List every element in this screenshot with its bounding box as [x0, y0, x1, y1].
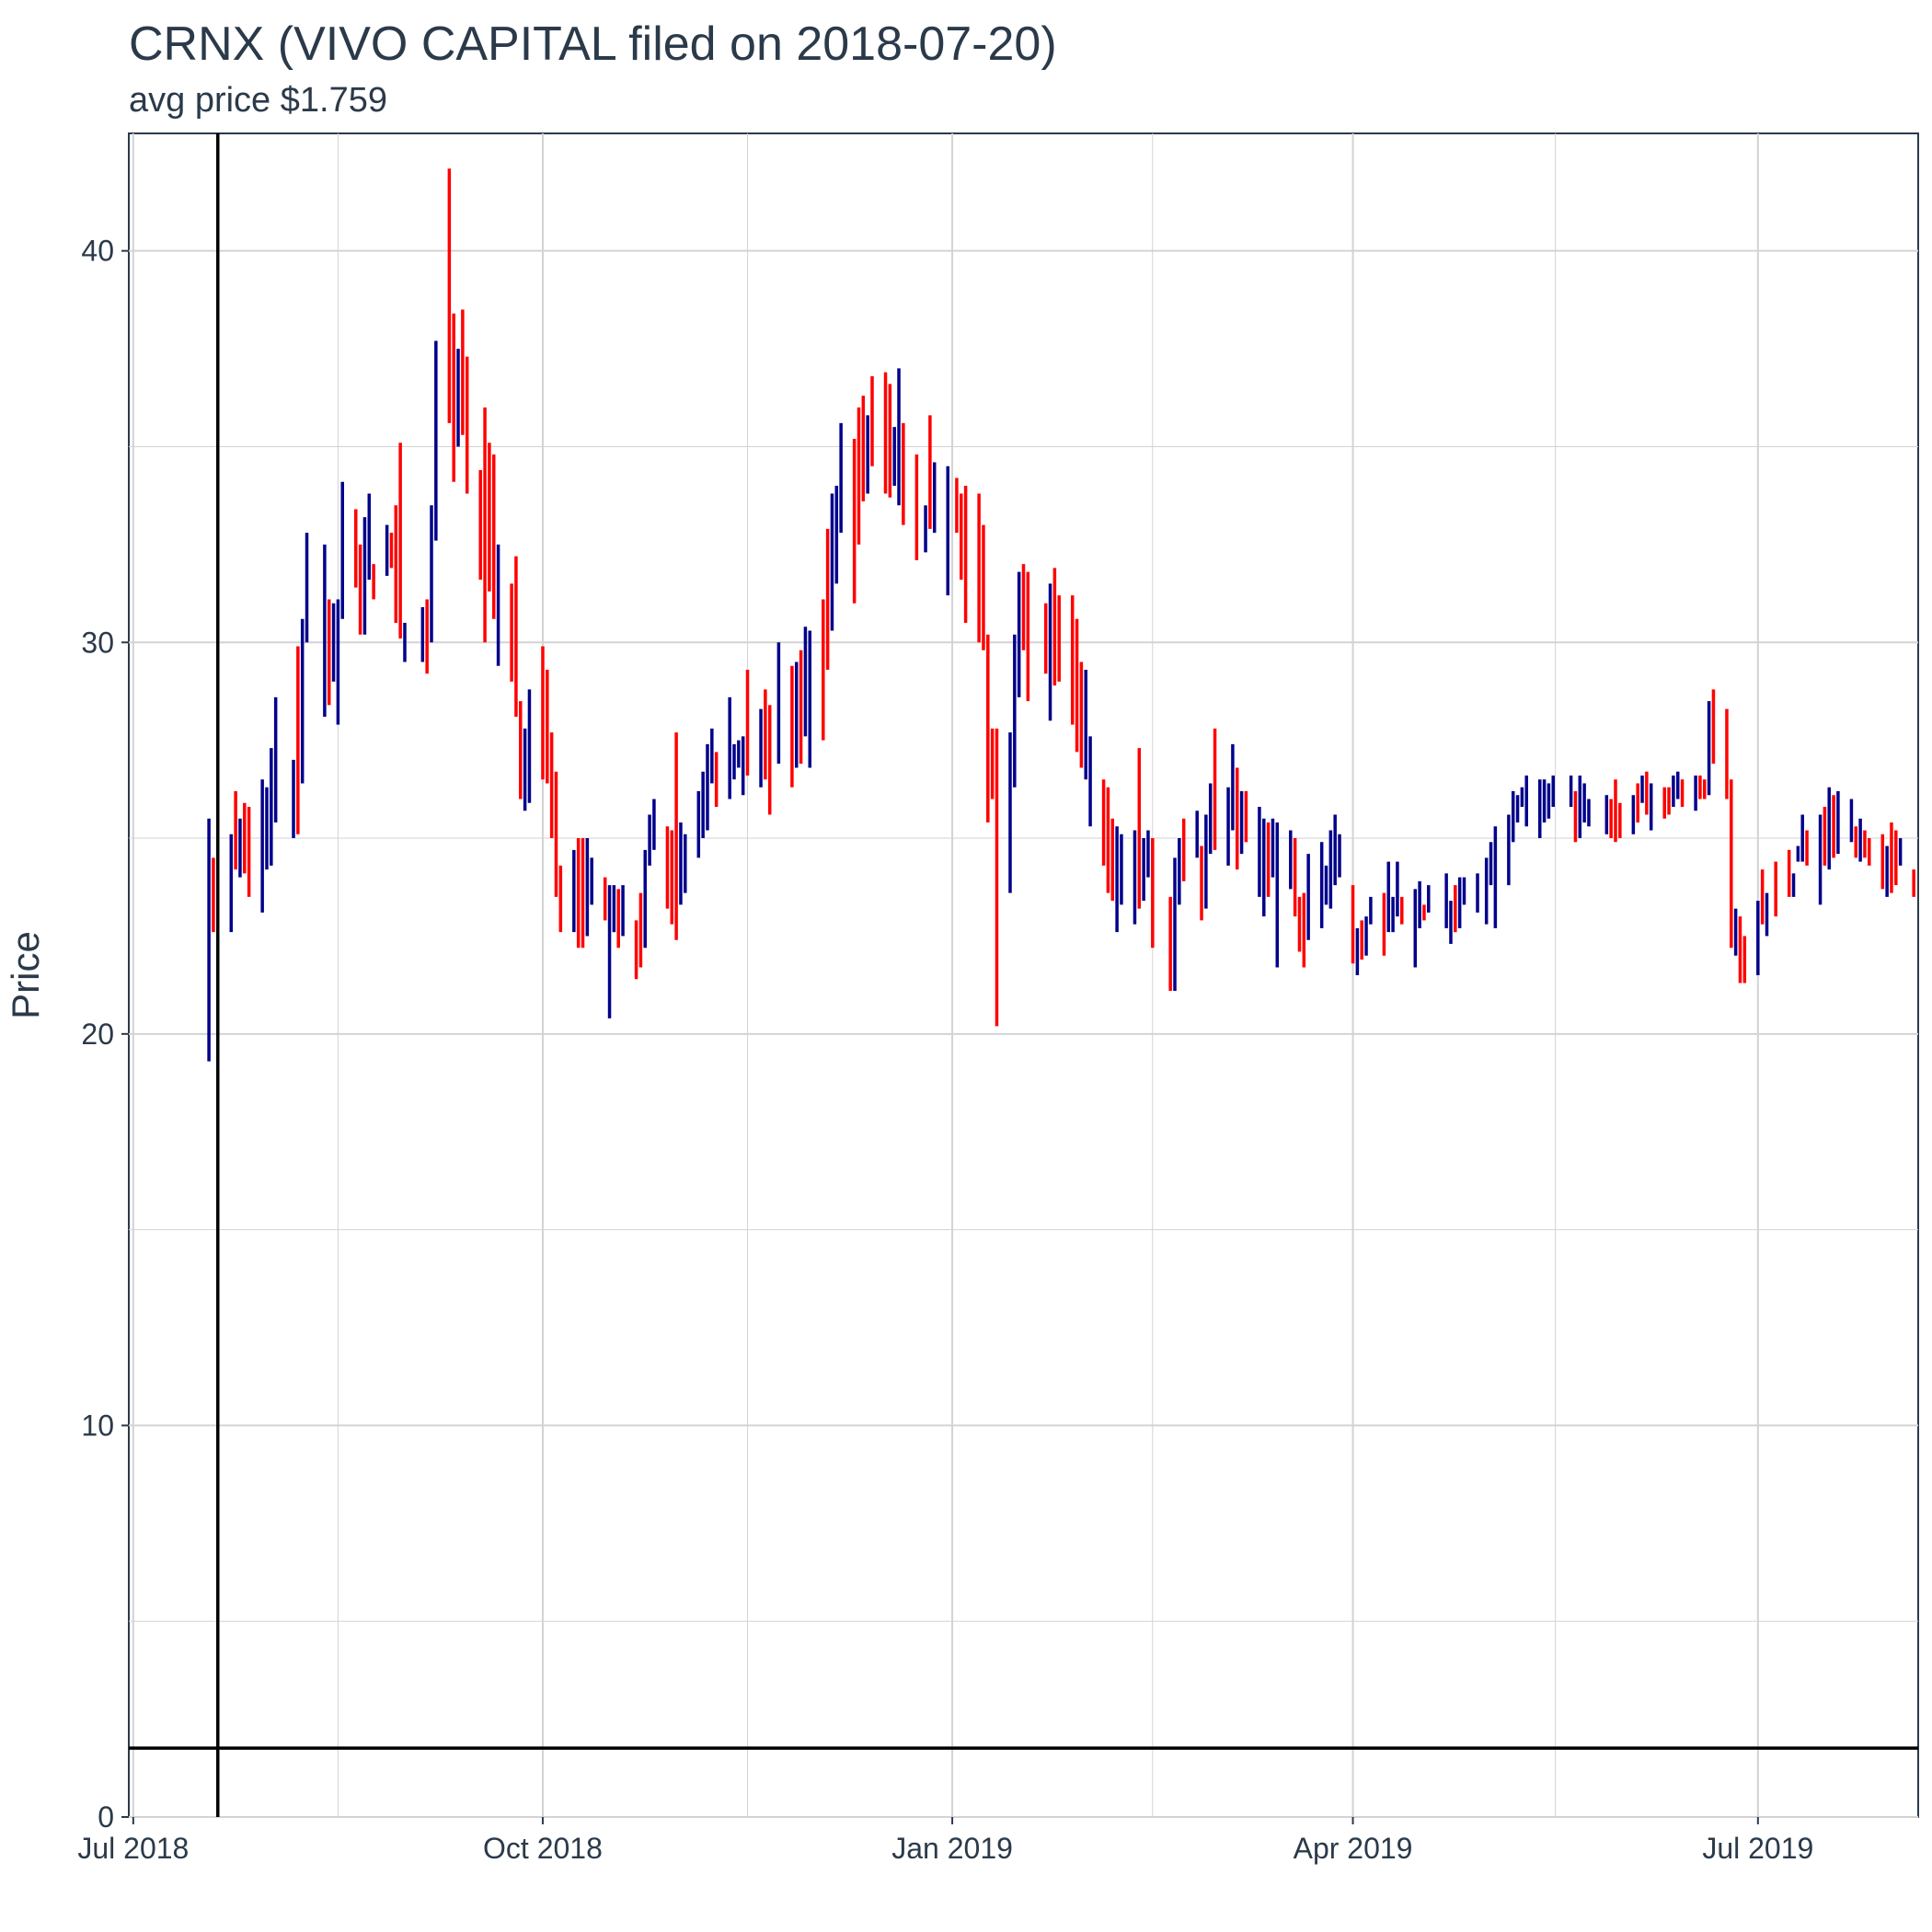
reference-lines [129, 133, 1918, 1817]
y-tick-label: 40 [81, 235, 114, 268]
chart-subtitle: avg price $1.759 [129, 81, 387, 120]
x-tick-label: Jul 2019 [1702, 1832, 1813, 1865]
plot-panel [128, 132, 1919, 1818]
chart-title: CRNX (VIVO CAPITAL filed on 2018-07-20) [129, 17, 1057, 71]
x-tick-label: Apr 2019 [1294, 1832, 1413, 1865]
y-tick-label: 30 [81, 626, 114, 659]
y-axis-title: Price [4, 931, 47, 1019]
axes: 0 10 20 30 40 Jul 2018 Oct 2018 Jan 2019 Apr 201… [77, 235, 1813, 1865]
x-tick-label: Jan 2019 [891, 1832, 1013, 1865]
x-tick-label: Oct 2018 [483, 1832, 603, 1865]
x-tick-label: Jul 2018 [77, 1832, 189, 1865]
y-tick-label: 10 [81, 1409, 114, 1442]
y-tick-label: 20 [81, 1018, 114, 1051]
ohlc-bars [207, 168, 1915, 1062]
y-tick-label: 0 [98, 1800, 114, 1834]
